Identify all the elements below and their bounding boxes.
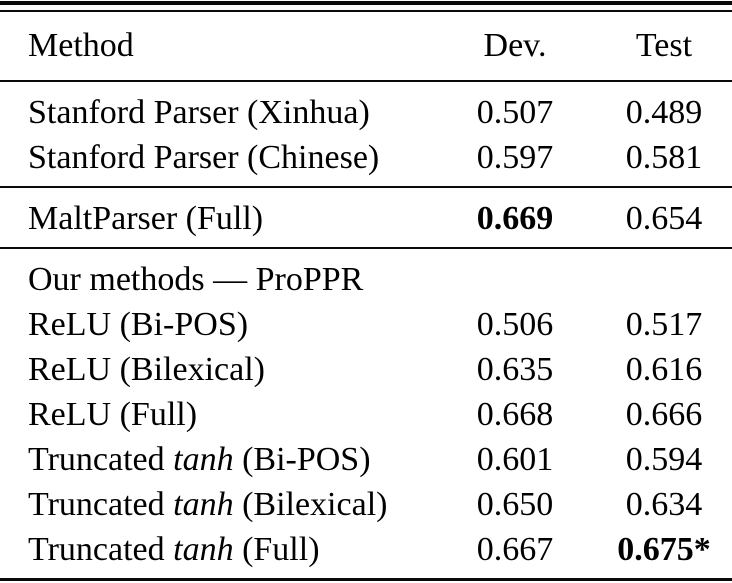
table-group-0: Stanford Parser (Xinhua) 0.507 0.489 Stanfo… [0,81,732,187]
table-row: Truncated tanh (Bi-POS) 0.601 0.594 [0,437,732,482]
math-italic-text: tanh [173,486,234,523]
method-text: MaltParser (Full) [28,200,264,237]
section-header-row: Our methods — ProPPR [0,248,732,302]
dev-score-cell [450,248,580,302]
table-top-rule-thin [0,10,732,12]
table-row: MaltParser (Full) 0.669 0.654 [0,187,732,248]
results-table: Method Dev. Test Stanford Parser (Xinhua… [0,12,732,578]
method-text: (Bi-POS) [233,441,371,478]
test-score-cell: 0.616 [625,351,703,388]
test-score-cell: 0.654 [625,200,703,237]
dev-score-cell: 0.650 [476,486,554,523]
col-header-dev: Dev. [483,27,547,64]
table-row: ReLU (Bilexical) 0.635 0.616 [0,347,732,392]
method-text: Our methods — ProPPR [28,261,364,298]
dev-score-cell: 0.597 [476,139,554,176]
table-row: ReLU (Bi-POS) 0.506 0.517 [0,302,732,347]
test-score-cell: 0.594 [625,441,703,478]
method-text: Truncated [28,486,174,523]
test-score-cell: 0.581 [625,139,703,176]
dev-score-cell: 0.601 [476,441,554,478]
table-row: Truncated tanh (Bilexical) 0.650 0.634 [0,482,732,527]
method-text: ReLU (Full) [28,396,198,433]
method-cell: ReLU (Full) [0,392,450,437]
test-score-cell: 0.634 [625,486,703,523]
test-score-cell: 0.666 [625,396,703,433]
table-group-1: MaltParser (Full) 0.669 0.654 [0,187,732,248]
header-row: Method Dev. Test [0,12,732,81]
dev-score-cell: 0.669 [476,200,554,237]
dev-score-cell: 0.635 [476,351,554,388]
method-text: Stanford Parser (Chinese) [28,139,380,176]
table-top-rule-thick [0,1,732,5]
method-text: (Full) [233,531,320,568]
table-group-2: Our methods — ProPPR ReLU (Bi-POS) 0.506 0.… [0,248,732,578]
method-text: ReLU (Bilexical) [28,351,265,388]
method-cell: ReLU (Bi-POS) [0,302,450,347]
test-score-cell: 0.489 [625,94,703,131]
method-cell: MaltParser (Full) [0,187,450,248]
table-row: Stanford Parser (Xinhua) 0.507 0.489 [0,81,732,135]
method-text: Truncated [28,531,174,568]
method-cell: Truncated tanh (Full) [0,527,450,578]
method-cell: Truncated tanh (Bi-POS) [0,437,450,482]
method-text: ReLU (Bi-POS) [28,306,249,343]
section-label: Our methods — ProPPR [0,248,450,302]
math-italic-text: tanh [173,531,234,568]
table-row: Stanford Parser (Chinese) 0.597 0.581 [0,135,732,187]
method-text: Stanford Parser (Xinhua) [28,94,370,131]
dev-score-cell: 0.506 [476,306,554,343]
test-score-cell: 0.675* [617,531,711,568]
col-header-method: Method [28,27,134,64]
dev-score-cell: 0.667 [476,531,554,568]
math-italic-text: tanh [173,441,234,478]
method-cell: Stanford Parser (Xinhua) [0,81,450,135]
method-text: (Bilexical) [233,486,388,523]
dev-score-cell: 0.668 [476,396,554,433]
dev-score-cell: 0.507 [476,94,554,131]
table-header: Method Dev. Test [0,12,732,81]
method-cell: Truncated tanh (Bilexical) [0,482,450,527]
table-bottom-rule [0,578,732,581]
method-cell: ReLU (Bilexical) [0,347,450,392]
method-cell: Stanford Parser (Chinese) [0,135,450,187]
table-row: Truncated tanh (Full) 0.667 0.675* [0,527,732,578]
test-score-cell [580,248,732,302]
method-text: Truncated [28,441,174,478]
test-score-cell: 0.517 [625,306,703,343]
col-header-test: Test [635,27,693,64]
table-row: ReLU (Full) 0.668 0.666 [0,392,732,437]
